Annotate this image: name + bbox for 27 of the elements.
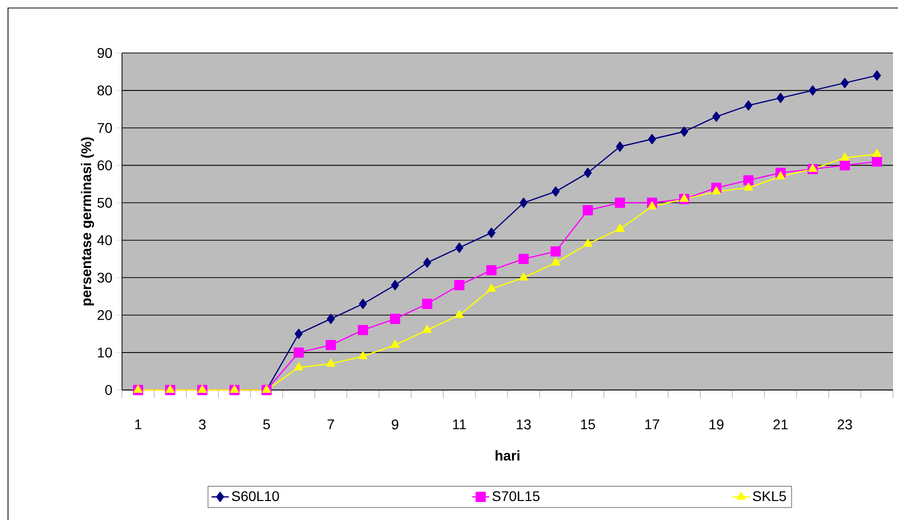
y-tick-label: 80 (98, 85, 112, 96)
y-tick-label: 60 (98, 160, 112, 170)
y-tick-label: 40 (97, 235, 112, 246)
x-tick-label: 1 (135, 420, 142, 430)
x-tick-label: 23 (838, 420, 852, 430)
y-axis-title: persentase germinasi (%) (80, 137, 94, 306)
y-tick-label: 20 (98, 310, 112, 320)
x-tick-label: 3 (198, 420, 206, 430)
x-tick-label: 9 (392, 420, 398, 430)
x-tick-label: 13 (516, 420, 531, 430)
x-tick-label: 19 (710, 420, 724, 430)
y-tick-label: 10 (98, 348, 112, 358)
x-tick-label: 17 (645, 420, 660, 430)
y-tick-label: 90 (98, 48, 112, 58)
y-tick-label: 50 (97, 198, 112, 208)
x-tick-label: 11 (453, 420, 466, 430)
y-tick-label: 70 (98, 122, 112, 133)
legend-label: S60L10 (232, 491, 279, 502)
x-axis-title: hari (496, 450, 520, 461)
y-tick-label: 0 (105, 385, 112, 395)
x-tick-label: 5 (263, 420, 270, 430)
legend-label: SKL5 (752, 491, 786, 502)
x-tick-label: 21 (773, 420, 788, 430)
y-tick-label: 30 (97, 272, 112, 283)
legend-label: S70L15 (492, 491, 540, 502)
x-tick-label: 7 (328, 420, 334, 430)
x-tick-label: 15 (581, 420, 596, 430)
